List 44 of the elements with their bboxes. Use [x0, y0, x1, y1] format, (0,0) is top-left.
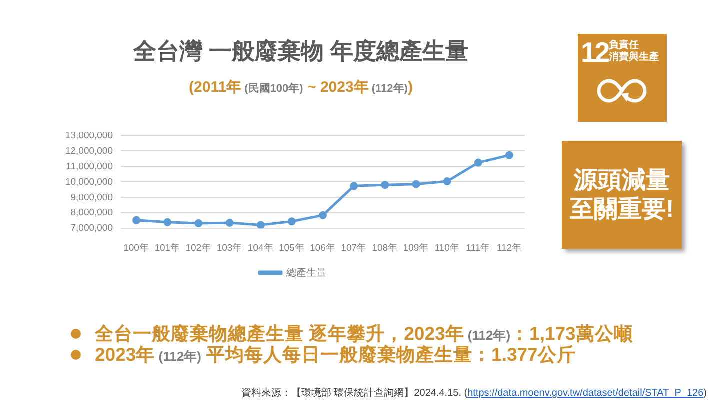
point [381, 181, 390, 190]
legend-label: 總產生量 [286, 266, 326, 279]
y-tick-label: 12,000,000 [65, 146, 113, 157]
x-tick-label: 107年 [341, 242, 368, 254]
point [412, 180, 420, 188]
point [319, 211, 327, 220]
text: 全台一般廢棄物總產生量 逐年攀升，2023年 (112年)：1,173萬公噸 [95, 323, 633, 344]
chart-title: 全台灣 一般廢棄物 年度總產生量 [134, 38, 468, 64]
point [194, 219, 203, 228]
text: 12 [581, 37, 608, 68]
x-tick-label: 104年 [248, 242, 274, 254]
y-tick-label: 10,000,000 [65, 176, 113, 188]
y-tick-label: 9,000,000 [70, 192, 113, 204]
text: 至關重要! [570, 195, 674, 224]
x-tick-label: 109年 [403, 242, 430, 254]
point [505, 151, 514, 160]
x-tick-label: 103年 [216, 242, 243, 254]
x-tick-label: 111年 [466, 242, 491, 254]
y-tick-label: 7,000,000 [70, 223, 113, 234]
text: 源頭減量 [572, 166, 671, 195]
chart-subtitle: (2011年 (民國100年) ~ 2023年 (112年)) [189, 79, 413, 96]
point [288, 218, 296, 226]
point [132, 216, 141, 224]
x-tick-label: 102年 [186, 242, 212, 254]
text: 負責任 [609, 40, 640, 51]
x-tick-label: 101年 [154, 242, 181, 254]
x-tick-label: 106年 [310, 242, 336, 254]
text: 消費與生產 [609, 52, 659, 64]
x-tick-label: 105年 [278, 242, 305, 254]
x-tick-label: 110年 [434, 242, 460, 254]
text: 2023年 (112年) 平均每人每日一般廢棄物產生量：1.377公斤 [95, 344, 576, 365]
source-note: 資料來源：【環境部 環保統計查詢網】2024.4.15. (https://data.moenv.gov.tw/dataset/detail/STAT_P_126) [241, 388, 707, 399]
point [164, 218, 172, 226]
y-tick-label: 13,000,000 [65, 130, 113, 142]
point [350, 182, 358, 190]
x-tick-label: 112年 [496, 242, 522, 254]
point [443, 178, 452, 186]
x-tick-label: 108年 [372, 242, 398, 254]
y-tick-label: 11,000,000 [66, 161, 113, 172]
x-tick-label: 100年 [124, 242, 150, 254]
y-tick-label: 8,000,000 [70, 208, 113, 219]
point [474, 158, 482, 167]
point [226, 219, 234, 228]
point [256, 221, 265, 229]
